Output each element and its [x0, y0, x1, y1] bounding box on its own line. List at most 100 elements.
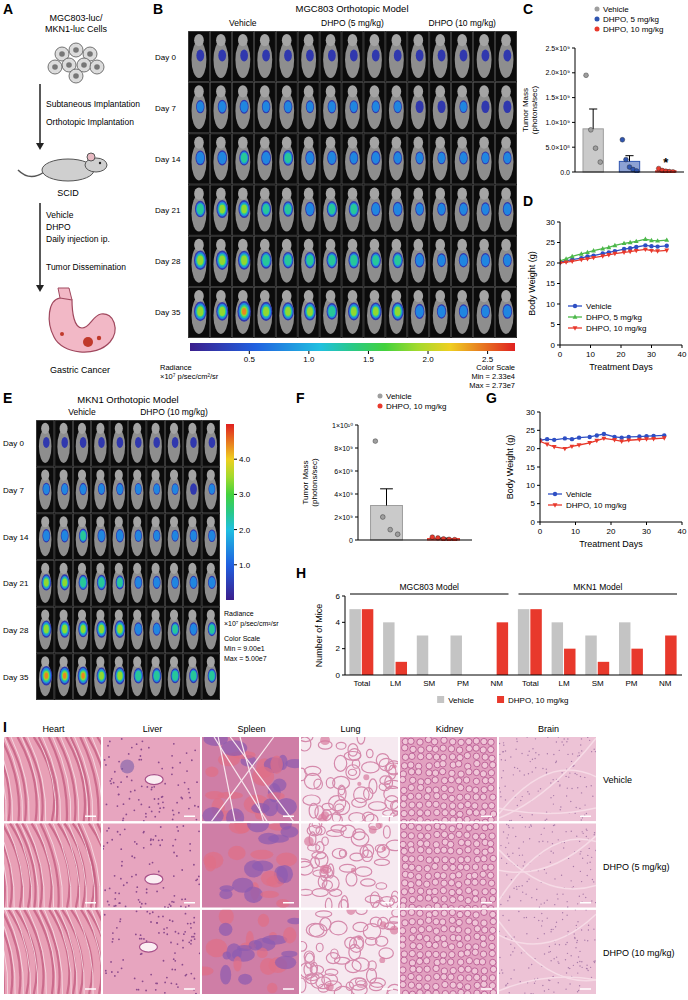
colorbar-tick	[234, 564, 237, 565]
tissue-tubule	[457, 784, 463, 790]
tissue-tubule	[409, 753, 415, 759]
bar	[583, 129, 603, 172]
legend-marker	[573, 304, 577, 308]
imaging-panel: MGC803 Orthotopic ModelVehicleDHPO (5 mg…	[155, 3, 517, 390]
luminescence	[61, 483, 68, 495]
tissue-tubule	[457, 754, 463, 760]
luminescence	[117, 578, 123, 587]
mouse-body	[94, 429, 107, 463]
mouse-body	[301, 297, 316, 334]
x-axis	[345, 675, 682, 676]
mouse-head	[115, 563, 123, 574]
tissue-tubule	[449, 754, 455, 760]
tissue-region	[272, 779, 286, 792]
bar	[552, 622, 563, 675]
luminescence	[262, 253, 271, 267]
mouse-head	[133, 469, 141, 480]
image-cell	[232, 134, 253, 184]
image-cell	[210, 134, 231, 184]
data-point	[570, 254, 575, 258]
mouse-head	[282, 239, 292, 251]
mouse-head	[78, 469, 86, 480]
luminescence	[503, 100, 511, 113]
imaging-title: MGC803 Orthotopic Model	[296, 3, 409, 14]
image-cell	[210, 32, 231, 82]
tissue-nucleus	[561, 772, 562, 773]
day-label: Day 21	[155, 206, 181, 215]
tissue-nucleus	[580, 776, 581, 777]
tissue-alveolus	[348, 744, 358, 757]
tissue-nucleus	[173, 743, 175, 745]
tissue-nucleus	[184, 898, 186, 900]
tissue-nucleus	[143, 820, 145, 821]
tissue-region	[376, 823, 383, 828]
tissue-nucleus	[182, 825, 184, 827]
tissue-nucleus	[516, 741, 517, 742]
luminescence	[134, 669, 142, 682]
tissue-tubule	[473, 738, 479, 744]
tissue-nucleus	[581, 792, 582, 793]
tissue-nucleus	[111, 778, 113, 780]
luminescence	[240, 50, 248, 62]
tissue-tubule	[457, 794, 463, 800]
tissue-tubule	[417, 753, 423, 759]
tissue-nucleus	[550, 797, 551, 798]
luminescence	[41, 620, 51, 637]
tissue-fold	[214, 737, 267, 821]
y-tick-label: 10	[526, 481, 535, 490]
mouse-body	[411, 92, 426, 129]
tissue-nucleus	[103, 848, 104, 850]
image-cell	[147, 561, 164, 607]
mouse-head	[133, 656, 141, 667]
tissue-tubule	[410, 746, 416, 752]
tumor-icon	[83, 337, 93, 347]
luminescence	[99, 625, 104, 633]
luminescence	[263, 101, 270, 112]
mouse-head	[348, 85, 358, 97]
luminescence	[135, 529, 142, 541]
tissue-tubule	[400, 823, 406, 829]
stomach-icon	[49, 298, 115, 352]
luminescence	[208, 623, 215, 635]
mouse-body	[113, 569, 126, 603]
luminescence	[172, 671, 178, 681]
day-label: Day 0	[3, 439, 24, 448]
legend-label: Vehicle	[586, 302, 612, 311]
image-cell	[147, 421, 164, 467]
luminescence	[415, 151, 423, 164]
tissue-tubule	[401, 819, 407, 821]
tissue-nucleus	[118, 893, 120, 895]
tissue-fiber	[97, 823, 101, 907]
y-tick	[537, 467, 540, 468]
data-point	[395, 532, 400, 537]
tissue-tubule	[458, 771, 464, 777]
tissue-tubule	[426, 753, 432, 759]
legend-label: DHPO, 10 mg/kg	[508, 696, 568, 705]
image-cell	[254, 83, 275, 133]
luminescence	[306, 50, 314, 62]
luminescence	[392, 302, 404, 320]
tissue-nucleus	[118, 794, 120, 796]
tissue-nucleus	[107, 901, 109, 903]
tissue-alveolus	[383, 826, 390, 838]
mouse-head	[188, 516, 196, 527]
mouse-head	[115, 516, 123, 527]
luminescence	[197, 255, 203, 265]
luminescence	[240, 101, 247, 113]
tissue-label: Kidney	[436, 724, 464, 734]
tissue-nucleus	[119, 902, 121, 904]
luminescence	[371, 254, 380, 267]
colorbar	[190, 343, 515, 351]
luminescence	[172, 530, 179, 542]
tissue-tubule	[488, 770, 494, 776]
panel-label: H	[296, 565, 306, 581]
tissue-tubule	[463, 777, 469, 783]
luminescence	[41, 574, 51, 590]
luminescence	[218, 100, 227, 114]
luminescence	[218, 203, 226, 215]
tissue-nucleus	[135, 874, 137, 876]
image-cell	[474, 236, 495, 286]
mouse-head	[238, 188, 248, 200]
image-cell	[320, 83, 341, 133]
tissue-nucleus	[104, 759, 106, 761]
